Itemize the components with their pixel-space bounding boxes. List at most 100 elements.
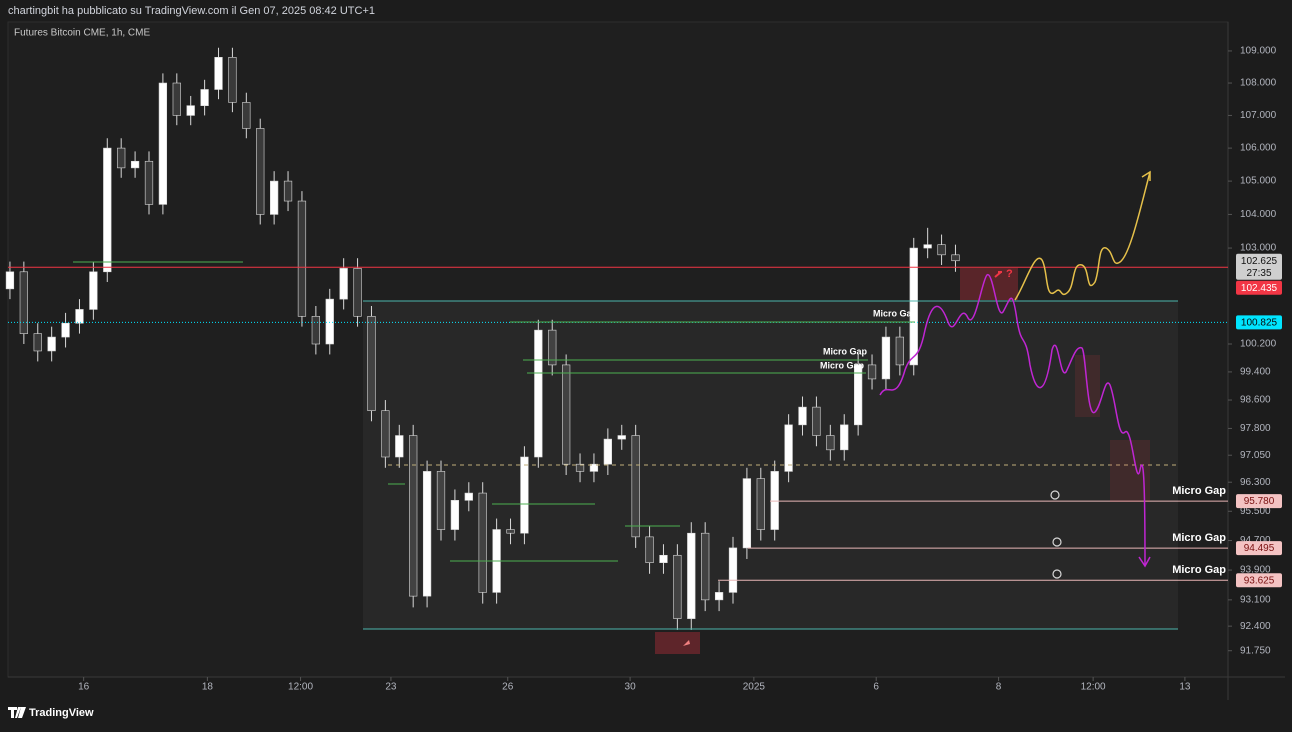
candle-body <box>881 336 891 380</box>
header-text: chartingbit ha pubblicato su TradingView… <box>8 5 375 17</box>
candle-body <box>520 456 529 534</box>
candle-body <box>548 329 557 366</box>
crosshair-icons <box>1050 490 1062 579</box>
x-tick-label: 26 <box>502 682 514 693</box>
candle-body <box>770 471 779 530</box>
price-label-box <box>1236 253 1282 280</box>
price-label: 100.825 <box>1241 317 1278 328</box>
projection-bearish <box>879 274 1146 566</box>
y-tick-label: 93.100 <box>1240 595 1271 606</box>
candle-body <box>659 554 668 563</box>
candle-body <box>798 406 807 426</box>
candle-body <box>228 57 237 103</box>
candle-body <box>854 364 863 426</box>
y-tick-label: 97.050 <box>1240 450 1271 461</box>
candle-body <box>367 316 376 411</box>
candle-body <box>562 364 571 465</box>
arrow-head <box>1138 556 1151 568</box>
arrow-head <box>1141 170 1151 181</box>
hammer-icon <box>994 271 1002 278</box>
y-tick-label: 103.000 <box>1240 243 1277 254</box>
level-note: Micro Gap <box>1172 532 1226 544</box>
candle-body <box>256 128 265 215</box>
x-tick-label: 12:00 <box>288 682 313 693</box>
candle-body <box>47 336 56 352</box>
price-label: 94.495 <box>1244 543 1275 554</box>
gap-annotation: Micro Gap <box>823 346 868 356</box>
candle-body <box>687 532 696 619</box>
x-tick-label: 23 <box>385 682 397 693</box>
rocket-icon <box>683 640 690 646</box>
candle-body <box>812 406 821 436</box>
price-label: 102.625 <box>1241 256 1278 267</box>
candle-body <box>840 424 849 451</box>
gap-annotation: Micro Gap <box>873 308 918 318</box>
candle-body <box>409 435 418 597</box>
candle-body <box>158 82 168 205</box>
candle-body <box>450 500 460 530</box>
candle-body <box>130 160 140 169</box>
candle-body <box>144 160 154 205</box>
candle-body <box>784 424 793 472</box>
candle-body <box>61 322 70 338</box>
candle-body <box>395 435 404 458</box>
price-label: 93.625 <box>1244 575 1275 586</box>
x-tick-label: 6 <box>873 682 879 693</box>
level-note: Micro Gap <box>1172 485 1226 497</box>
candle-body <box>381 410 390 458</box>
candle-body <box>728 547 738 593</box>
chart-title: Futures Bitcoin CME, 1h, CME <box>14 28 150 39</box>
candle-body <box>673 554 682 619</box>
candle-body <box>283 180 293 202</box>
candle-body <box>353 268 362 317</box>
x-tick-label: 13 <box>1179 682 1191 693</box>
y-tick-label: 97.800 <box>1240 423 1271 434</box>
candle-body <box>589 463 599 472</box>
candle-body <box>645 536 654 563</box>
price-label-box <box>1236 541 1282 556</box>
candle-body <box>464 492 473 501</box>
y-tick-label: 108.000 <box>1240 78 1277 89</box>
footer-logo <box>8 707 26 718</box>
candle-body <box>701 532 710 601</box>
candle-body <box>422 471 432 597</box>
candle-body <box>89 271 98 310</box>
y-tick-label: 107.000 <box>1240 110 1277 121</box>
price-label-box <box>1236 280 1282 295</box>
footer-brand: TradingView <box>29 707 94 719</box>
price-label: 102.435 <box>1241 283 1278 294</box>
y-tick-label: 95.500 <box>1240 506 1271 517</box>
x-tick-label: 18 <box>202 682 214 693</box>
y-tick-label: 92.400 <box>1240 621 1271 632</box>
candle-body <box>951 254 960 262</box>
candle-body <box>506 529 515 534</box>
candle-body <box>186 105 195 116</box>
candle-body <box>603 438 612 465</box>
candle-body <box>436 471 446 530</box>
candle-body <box>19 271 28 334</box>
candle-body <box>534 329 543 458</box>
candle-body <box>325 298 334 345</box>
candle-body <box>867 364 877 380</box>
y-tick-label: 106.000 <box>1240 143 1277 154</box>
candle-body <box>339 268 348 300</box>
candle-body <box>937 244 946 256</box>
candle-body <box>103 147 112 273</box>
y-tick-label: 96.300 <box>1240 477 1271 488</box>
y-tick-label: 100.200 <box>1240 339 1277 350</box>
price-label: 95.780 <box>1244 496 1275 507</box>
y-tick-label: 91.750 <box>1240 645 1271 656</box>
candles <box>5 47 960 630</box>
gap-annotation: Micro Gap <box>820 360 865 370</box>
candle-body <box>575 463 585 472</box>
y-tick-label: 104.000 <box>1240 209 1277 220</box>
candle-body <box>923 244 932 249</box>
drawings: ? Micro Gap Micro Gap Micro Gap <box>73 170 1178 654</box>
price-label-box <box>1236 494 1282 509</box>
candle-body <box>756 478 765 530</box>
candle-body <box>172 82 181 116</box>
x-tick-label: 30 <box>625 682 637 693</box>
level-note: Micro Gap <box>1172 564 1226 576</box>
marker-box <box>655 632 700 654</box>
